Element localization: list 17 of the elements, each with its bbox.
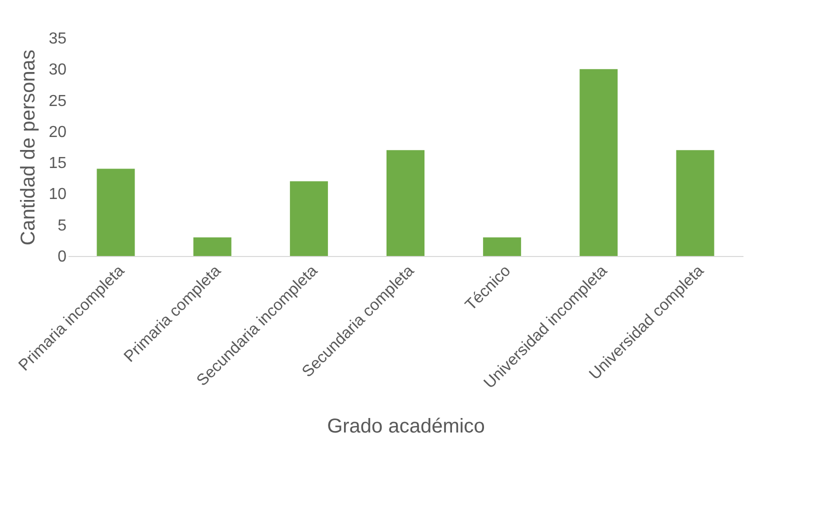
bar — [290, 181, 328, 256]
y-tick-label: 35 — [48, 30, 67, 48]
bar — [96, 168, 135, 256]
bar — [580, 69, 618, 256]
y-tick-label: 30 — [48, 62, 67, 79]
y-tick-label: 5 — [58, 217, 67, 234]
bar — [193, 237, 232, 256]
bar — [676, 150, 714, 256]
y-tick-label: 0 — [58, 248, 67, 266]
y-tick-label: 10 — [48, 186, 67, 204]
bar — [483, 237, 522, 256]
y-axis-title: Cantidad de personas — [18, 50, 40, 246]
x-axis-title: Grado académico — [327, 415, 485, 438]
y-tick-label: 20 — [48, 124, 67, 141]
y-tick-label: 15 — [48, 155, 67, 172]
y-tick-label: 25 — [48, 92, 67, 110]
bar — [386, 150, 424, 256]
